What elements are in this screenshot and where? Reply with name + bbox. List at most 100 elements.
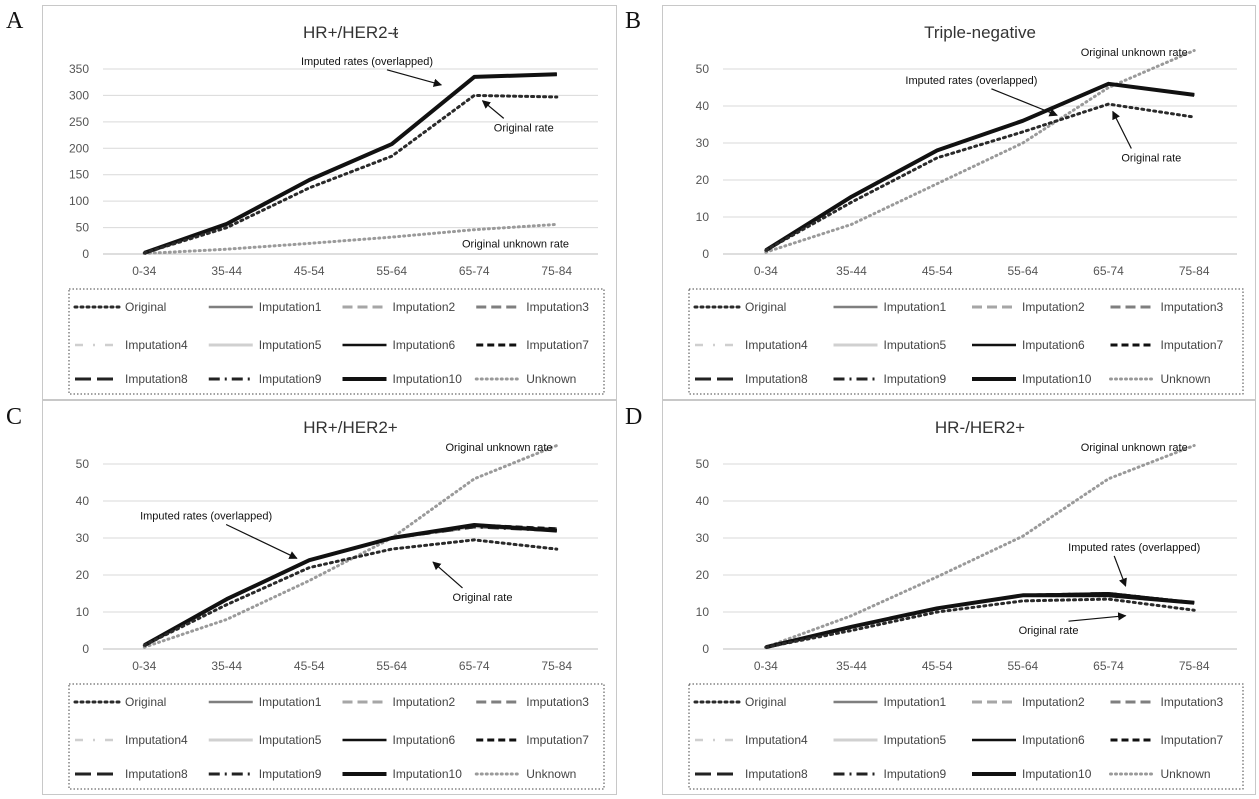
annotation-label: Original unknown rate — [445, 442, 552, 454]
x-tick-label: 35-44 — [211, 659, 242, 673]
legend-item: Imputation6 — [972, 338, 1085, 352]
legend-item: Original — [73, 300, 166, 314]
series-line-imputation10 — [765, 593, 1195, 650]
annotation-arrow — [1068, 612, 1127, 622]
series-line-unknown — [764, 444, 1196, 649]
x-tick-label: 65-74 — [1093, 264, 1124, 278]
legend-item: Unknown — [1109, 372, 1211, 386]
legend-label: Original — [125, 300, 166, 314]
legend-item: Imputation10 — [342, 767, 462, 781]
annotation-label: Original unknown rate — [1081, 442, 1188, 454]
panel-letter-a: A — [6, 8, 24, 34]
legend-item: Imputation8 — [695, 372, 808, 386]
legend-box — [68, 288, 605, 395]
legend-item: Original — [693, 300, 786, 314]
legend-item: Imputation4 — [695, 338, 808, 352]
legend-item: Imputation9 — [208, 767, 322, 781]
x-tick-label: 75-84 — [1179, 659, 1210, 673]
legend-label: Imputation10 — [1022, 767, 1092, 781]
y-tick-label: 50 — [696, 62, 710, 76]
legend-label: Imputation10 — [393, 372, 463, 386]
legend-item: Imputation5 — [833, 733, 947, 747]
y-tick-label: 150 — [69, 168, 89, 182]
legend-label: Imputation7 — [1161, 338, 1224, 352]
legend-label: Imputation6 — [393, 338, 456, 352]
legend-label: Imputation6 — [393, 733, 456, 747]
legend-label: Imputation9 — [259, 767, 322, 781]
legend-label: Imputation2 — [393, 300, 456, 314]
legend-label: Imputation3 — [1161, 695, 1224, 709]
y-tick-label: 50 — [76, 457, 90, 471]
legend-label: Imputation3 — [526, 695, 589, 709]
legend-label: Imputation7 — [526, 338, 589, 352]
x-tick-label: 0-34 — [132, 264, 156, 278]
x-tick-label: 55-64 — [1007, 264, 1038, 278]
legend-item: Unknown — [1109, 767, 1211, 781]
y-tick-label: 40 — [696, 99, 710, 113]
legend-item: Imputation2 — [972, 300, 1085, 314]
legend-label: Original — [125, 695, 166, 709]
annotation-arrow — [1113, 555, 1127, 587]
annotation-arrow — [432, 561, 463, 589]
legend-label: Imputation5 — [884, 733, 947, 747]
y-tick-label: 300 — [69, 88, 89, 102]
annotation-label: Original rate — [1121, 153, 1181, 165]
legend-item: Imputation1 — [833, 695, 947, 709]
legend-label: Imputation5 — [259, 733, 322, 747]
annotation-label: Original rate — [1019, 625, 1079, 637]
y-tick-label: 30 — [76, 531, 90, 545]
legend-item: Imputation7 — [1110, 338, 1224, 352]
chart-title: HR-/HER2+ — [935, 418, 1025, 437]
legend-box — [68, 683, 605, 790]
legend-item: Imputation3 — [1110, 300, 1224, 314]
legend-item: Imputation9 — [208, 372, 322, 386]
legend-label: Unknown — [1161, 767, 1211, 781]
legend-item: Imputation8 — [695, 767, 808, 781]
legend-label: Imputation4 — [125, 733, 188, 747]
legend-box — [688, 288, 1244, 395]
x-tick-label: 65-74 — [459, 264, 490, 278]
legend-item: Imputation7 — [476, 733, 589, 747]
legend-item: Imputation2 — [342, 695, 456, 709]
x-tick-label: 55-64 — [376, 264, 407, 278]
x-tick-label: 35-44 — [836, 264, 867, 278]
legend-item: Imputation4 — [75, 733, 188, 747]
legend-item: Unknown — [474, 767, 576, 781]
x-tick-label: 35-44 — [211, 264, 242, 278]
legend-item: Unknown — [474, 372, 576, 386]
legend-item: Imputation1 — [833, 300, 947, 314]
series-line-imputation10 — [143, 523, 557, 648]
y-tick-label: 0 — [82, 642, 89, 656]
annotation-arrow — [481, 100, 505, 119]
legend-label: Imputation1 — [259, 300, 322, 314]
legend-item: Imputation6 — [972, 733, 1085, 747]
legend-item: Imputation5 — [208, 733, 322, 747]
chart-title: HR+/HER2+ — [303, 418, 398, 437]
y-tick-label: 50 — [76, 221, 90, 235]
chart-panel-a: HR+/HER2-ᵵ 0 50 100 150 200 250 300 350 0-34 35-44… — [42, 5, 617, 400]
legend-label: Imputation5 — [259, 338, 322, 352]
annotation-label: Imputed rates (overlapped) — [905, 75, 1037, 87]
legend-label: Imputation8 — [125, 767, 188, 781]
x-tick-label: 45-54 — [922, 264, 953, 278]
annotation-label: Original rate — [453, 592, 513, 604]
y-tick-label: 20 — [696, 568, 710, 582]
chart-title: HR+/HER2-ᵵ — [303, 23, 398, 42]
legend-item: Imputation7 — [1110, 733, 1224, 747]
x-tick-label: 0-34 — [754, 659, 778, 673]
x-tick-label: 45-54 — [294, 659, 325, 673]
panel-letter-d: D — [625, 404, 643, 430]
legend-label: Original — [745, 695, 786, 709]
series-line-unknown — [142, 222, 559, 255]
legend-label: Unknown — [1161, 372, 1211, 386]
y-tick-label: 10 — [696, 605, 710, 619]
legend-label: Imputation8 — [125, 372, 188, 386]
y-tick-label: 0 — [702, 247, 709, 261]
legend-item: Imputation6 — [342, 733, 456, 747]
legend-label: Imputation9 — [884, 767, 947, 781]
annotation-arrow — [1112, 110, 1132, 149]
legend-item: Imputation6 — [342, 338, 456, 352]
panel-letter-c: C — [6, 404, 23, 430]
legend-item: Imputation5 — [208, 338, 322, 352]
legend-item: Imputation10 — [972, 372, 1092, 386]
